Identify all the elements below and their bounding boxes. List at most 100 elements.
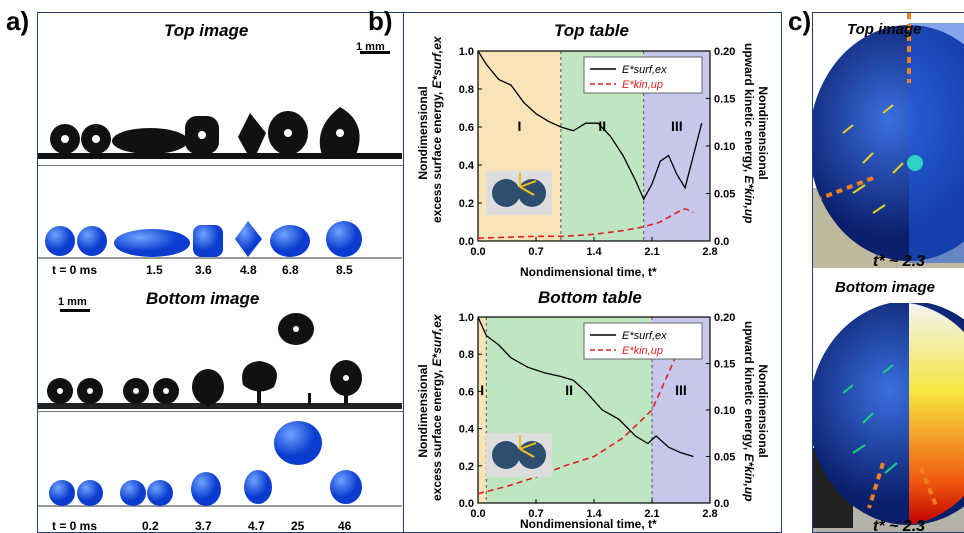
- y2tick-label: 0.20: [714, 312, 735, 324]
- y2tick-label: 0.15: [714, 94, 735, 106]
- chart-top-ylabel-left-1: Nondimensional: [416, 86, 430, 180]
- inset-droplet-1: [492, 179, 520, 207]
- series-line-1: [477, 316, 694, 458]
- panel-c-bottom-time: t* ~ 2.3: [873, 518, 926, 533]
- chart-bottom-ylabel-right-sym: E*kin,up: [742, 453, 756, 502]
- region-label-2: II: [565, 382, 573, 398]
- series-line-2: [477, 207, 694, 239]
- xtick-label: 0.7: [528, 246, 543, 258]
- bottom-time-2: 3.7: [195, 519, 212, 533]
- y2tick-label: 0.05: [714, 189, 735, 201]
- chart-top-ylabel-left-sym: E*surf,ex: [430, 36, 444, 89]
- bottom-time-5: 46: [338, 519, 352, 533]
- region-label-1: I: [480, 382, 484, 398]
- legend-label-1: E*surf,ex: [622, 64, 667, 76]
- ytick-label: 0.6: [459, 122, 474, 134]
- top-time-row: t = 0 ms 1.5 3.6 4.8 6.8 8.5: [38, 263, 403, 277]
- chart-top-xlabel: Nondimensional time, t*: [520, 265, 657, 279]
- legend-label-1: E*surf,ex: [622, 330, 667, 342]
- chart-top: I II III0.00.20.40.60.81.00.00.050.100.150…: [459, 46, 736, 258]
- panel-b-label: b): [368, 6, 393, 36]
- chart-top-ylabel-right: Nondimensional upward kinetic energy, E*…: [742, 43, 770, 224]
- ytick-label: 1.0: [459, 312, 474, 324]
- chart-bottom-ylabel-left-1: Nondimensional: [416, 364, 430, 458]
- panel-a-label: a): [6, 6, 30, 36]
- xtick-label: 1.4: [586, 246, 602, 258]
- top-time-3: 4.8: [240, 263, 257, 277]
- chart-top-ylabel-left-2: excess surface energy,: [430, 91, 444, 223]
- xtick-label: 0.7: [528, 508, 543, 520]
- bottom-time-4: 25: [291, 519, 305, 533]
- panel-c-top-time: t* ~ 2.3: [873, 253, 926, 270]
- simulation-render-top: [813, 13, 964, 268]
- scale-label-top: 1 mm: [356, 41, 385, 53]
- top-simulation-strip: [38, 221, 402, 259]
- xtick-label: 2.8: [702, 508, 717, 520]
- bottom-time-row: t = 0 ms 0.2 3.7 4.7 25 46: [38, 519, 403, 533]
- inset-axis-x: [519, 180, 537, 188]
- ytick-label: 0.4: [459, 160, 475, 172]
- chart-bottom-ylabel-right-1: Nondimensional: [756, 364, 770, 458]
- top-time-4: 6.8: [282, 263, 299, 277]
- chart-top-title: Top table: [554, 21, 629, 40]
- ytick-label: 0.2: [459, 461, 474, 473]
- y2tick-label: 0.0: [714, 236, 729, 248]
- legend-label-2: E*kin,up: [622, 345, 663, 357]
- region-label-3: III: [671, 118, 683, 134]
- y2tick-label: 0.20: [714, 46, 735, 58]
- bottom-time-0: t = 0 ms: [52, 519, 98, 533]
- top-time-5: 8.5: [336, 263, 353, 277]
- legend-label-2: E*kin,up: [622, 79, 663, 91]
- inset-droplet-1: [492, 441, 520, 469]
- panel-a-top-title: Top image: [164, 21, 249, 40]
- top-silhouette-strip: [38, 107, 402, 159]
- xtick-label: 1.4: [586, 508, 602, 520]
- region-1: [478, 317, 487, 503]
- divider: [38, 165, 403, 166]
- region-label-3: III: [675, 382, 687, 398]
- chart-bottom-ylabel-left-2: excess surface energy,: [430, 369, 444, 501]
- xtick-label: 2.8: [702, 246, 717, 258]
- chart-bottom-ylabel-right-2: upward kinetic energy,: [742, 321, 756, 451]
- chart-bottom-title: Bottom table: [538, 288, 642, 307]
- simulation-render-bottom: [813, 303, 964, 532]
- y2tick-label: 0.10: [714, 405, 735, 417]
- scale-bar-top: [360, 51, 390, 54]
- y2tick-label: 0.10: [714, 141, 735, 153]
- xtick-label: 0.0: [470, 246, 485, 258]
- panel-c-bottom-title: Bottom image: [835, 279, 936, 296]
- ytick-label: 0.8: [459, 84, 474, 96]
- chart-bottom-ylabel-right: Nondimensional upward kinetic energy, E*…: [742, 321, 770, 502]
- y2tick-label: 0.05: [714, 452, 735, 464]
- bottom-simulation-strip: [38, 421, 402, 507]
- y2tick-label: 0.15: [714, 359, 735, 371]
- panel-c-top-title: Top image: [847, 21, 922, 38]
- y2tick-label: 0.0: [714, 498, 729, 510]
- region-label-2: II: [598, 118, 606, 134]
- panel-c-label: c): [788, 6, 812, 36]
- top-time-2: 3.6: [195, 263, 212, 277]
- chart-top-ylabel-right-1: Nondimensional: [756, 86, 770, 180]
- top-time-0: t = 0 ms: [52, 263, 98, 277]
- series-line-1: [477, 50, 703, 201]
- inset-axis-y: [519, 448, 535, 458]
- legend-box: [583, 322, 703, 360]
- scale-bar-bottom: [60, 309, 90, 312]
- scale-label-bottom: 1 mm: [58, 296, 87, 308]
- panel-a-bottom-title: Bottom image: [146, 289, 260, 308]
- chart-top-ylabel-right-2: upward kinetic energy,: [742, 43, 756, 173]
- inset-axis-x: [519, 442, 537, 450]
- ytick-label: 0.2: [459, 198, 474, 210]
- ytick-label: 1.0: [459, 46, 474, 58]
- legend-box: [583, 56, 703, 94]
- ytick-label: 0.6: [459, 386, 474, 398]
- chart-top-ylabel-left: Nondimensional excess surface energy, E*…: [416, 36, 444, 223]
- chart-top-ylabel-right-sym: E*kin,up: [742, 175, 756, 224]
- xtick-label: 2.1: [644, 246, 659, 258]
- bottom-time-3: 4.7: [248, 519, 265, 533]
- top-time-1: 1.5: [146, 263, 163, 277]
- panel-c-frame: Top image t* ~ 2.3 Bottom image t* ~ 2.3: [812, 12, 964, 533]
- panel-a-frame: Top image 1 mm t = 0 ms 1.5 3.6: [37, 12, 404, 533]
- ytick-label: 0.0: [459, 498, 474, 510]
- ytick-label: 0.0: [459, 236, 474, 248]
